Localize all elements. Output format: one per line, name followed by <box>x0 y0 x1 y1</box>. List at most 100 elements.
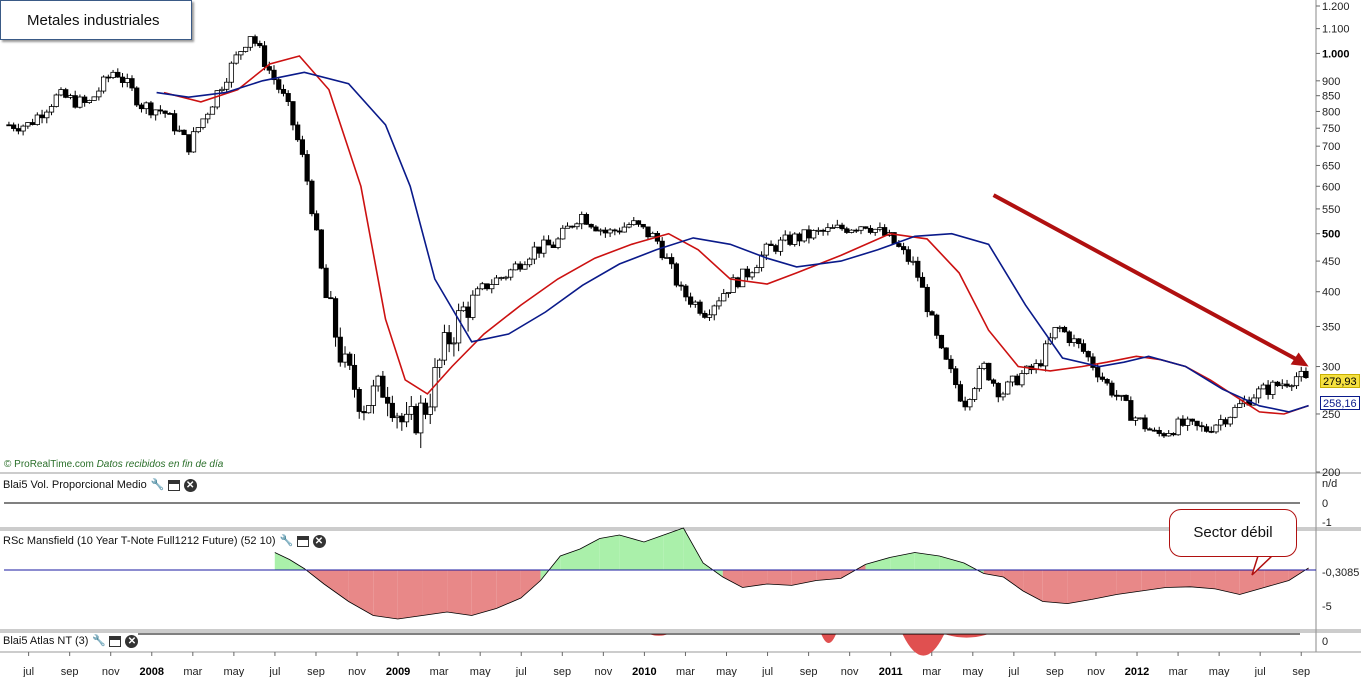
candle-body <box>844 228 850 233</box>
candle-body <box>465 306 471 318</box>
candle-body <box>489 284 495 290</box>
candle-body <box>512 263 519 271</box>
candle-body <box>1199 425 1205 428</box>
candle-body <box>427 406 433 415</box>
candle-body <box>1175 418 1181 436</box>
price-tick-label: 500 <box>1322 229 1340 241</box>
candle-body <box>1185 418 1191 426</box>
time-tick-label: nov <box>1087 666 1105 677</box>
rsc-panel-title: RSc Mansfield (10 Year T-Note Full1212 F… <box>3 535 276 547</box>
callout-bubble: Sector débil <box>1169 509 1297 557</box>
close-icon[interactable]: ✕ <box>312 534 326 548</box>
candle-body <box>205 113 211 120</box>
window-icon[interactable] <box>167 479 180 491</box>
window-icon[interactable] <box>296 535 309 547</box>
candle-body <box>825 227 831 232</box>
time-tick-label: may <box>470 666 491 677</box>
candle-body <box>257 42 263 47</box>
candle-body <box>418 402 424 434</box>
price-tick-label: 250 <box>1322 409 1340 421</box>
close-icon[interactable]: ✕ <box>125 634 139 648</box>
time-tick-label: nov <box>102 666 120 677</box>
candle-body <box>934 314 940 336</box>
time-tick-label: mar <box>1169 666 1188 677</box>
candle-body <box>451 342 457 345</box>
candle-body <box>252 36 258 44</box>
candle-body <box>413 406 419 434</box>
candle-body <box>924 286 930 313</box>
time-tick-label: may <box>962 666 983 677</box>
candle-body <box>508 269 514 278</box>
candle-body <box>399 415 405 423</box>
candle-body <box>1284 383 1290 387</box>
candle-body <box>848 229 855 233</box>
candle-body <box>337 336 343 363</box>
candle-body <box>1237 403 1243 408</box>
candle-body <box>1038 363 1044 367</box>
candle-body <box>190 131 197 153</box>
candle-body <box>863 226 869 229</box>
candle-body <box>981 362 987 369</box>
time-tick-label: mar <box>922 666 941 677</box>
candle-body <box>162 110 168 114</box>
candle-body <box>754 267 760 274</box>
price-tick-label: 1.000 <box>1322 48 1350 60</box>
time-tick-label: nov <box>841 666 859 677</box>
time-tick-label: nov <box>594 666 612 677</box>
time-tick-label: jul <box>1254 666 1266 677</box>
candle-body <box>77 96 83 108</box>
candle-body <box>721 293 727 302</box>
candle-body <box>1222 419 1229 425</box>
candle-body <box>853 229 859 232</box>
candle-body <box>1099 376 1106 380</box>
close-icon[interactable]: ✕ <box>183 478 197 492</box>
candle-body <box>6 124 12 127</box>
candle-body <box>1161 433 1167 437</box>
candle-body <box>905 249 911 262</box>
candle-body <box>389 402 395 419</box>
candle-body <box>1166 433 1172 437</box>
time-tick-label: 2008 <box>140 666 164 677</box>
time-tick-label: mar <box>430 666 449 677</box>
time-tick-label: jul <box>1007 666 1019 677</box>
rsc-area-segment <box>274 552 290 570</box>
wrench-icon[interactable]: 🔧 <box>150 478 165 491</box>
candle-body <box>915 260 921 278</box>
candle-body <box>1118 394 1124 397</box>
atlas-bars <box>4 633 1300 656</box>
candle-body <box>612 229 618 232</box>
candle-body <box>943 347 949 360</box>
rsc-area-segment <box>1003 570 1024 591</box>
candle-body <box>593 226 599 232</box>
candle-body <box>1090 356 1096 368</box>
candle-body <box>1104 379 1110 384</box>
window-icon[interactable] <box>109 635 122 647</box>
price-tick-label: 450 <box>1322 256 1340 268</box>
rsc-axis-label: -5 <box>1322 601 1332 613</box>
candle-body <box>782 234 788 241</box>
candle-body <box>172 113 178 132</box>
time-tick-label: 2011 <box>879 666 903 677</box>
candle-body <box>314 213 320 231</box>
candle-body <box>929 311 935 316</box>
credit-note: Datos recibidos en fin de día <box>96 459 224 470</box>
candle-body <box>1071 338 1077 344</box>
rsc-area-segment <box>599 535 620 570</box>
rsc-area-segment <box>914 552 940 570</box>
candle-body <box>777 239 784 252</box>
candle-body <box>744 268 750 278</box>
candle-body <box>1142 417 1148 430</box>
candle-body <box>1076 338 1082 345</box>
rsc-area-segment <box>742 570 768 588</box>
candle-body <box>261 45 268 67</box>
candle-body <box>758 254 765 268</box>
wrench-icon[interactable]: 🔧 <box>279 534 294 547</box>
candle-body <box>1052 327 1058 339</box>
candle-body <box>1260 384 1266 390</box>
price-tick-label: 1.200 <box>1322 1 1350 13</box>
candle-body <box>39 114 45 119</box>
wrench-icon[interactable]: 🔧 <box>92 634 107 647</box>
candle-body <box>1095 367 1101 378</box>
candle-body <box>1194 420 1200 427</box>
candle-body <box>460 306 466 312</box>
